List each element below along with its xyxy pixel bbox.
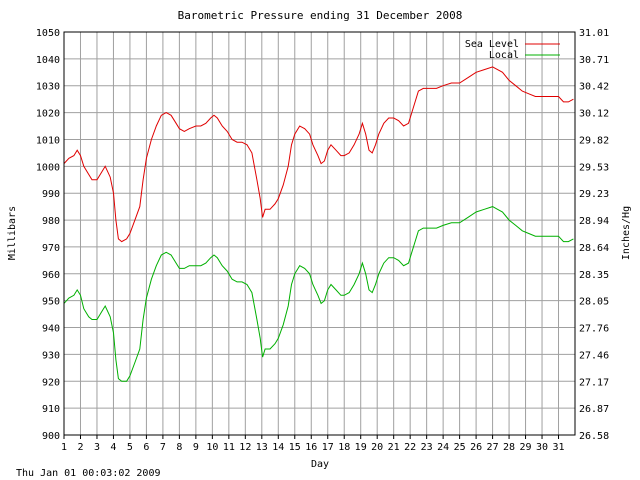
x-tick-label: 22 xyxy=(404,442,416,453)
x-tick-label: 11 xyxy=(223,442,235,453)
x-tick-label: 21 xyxy=(388,442,400,453)
x-tick-label: 25 xyxy=(454,442,466,453)
y-tick-label: 930 xyxy=(42,350,60,361)
x-tick-label: 6 xyxy=(143,442,149,453)
x-tick-label: 2 xyxy=(77,442,83,453)
series-lines xyxy=(63,66,574,382)
y2-tick-label: 26.58 xyxy=(579,431,609,442)
y-tick-label: 910 xyxy=(42,404,60,415)
x-tick-label: 3 xyxy=(94,442,100,453)
x-tick-label: 9 xyxy=(193,442,199,453)
y2-tick-label: 26.87 xyxy=(579,404,609,415)
y-tick-label: 990 xyxy=(42,189,60,200)
y2-tick-label: 31.01 xyxy=(579,28,609,39)
y2-ticks: 26.58 26.87 27.17 27.46 27.76 28.05 28.35 28.64… xyxy=(579,28,609,442)
x-tick-label: 30 xyxy=(536,442,548,453)
y-ticks: 900 910 920 930 940 950 960 970 980 990 1000 1010 10… xyxy=(36,28,60,442)
footer-timestamp: Thu Jan 01 00:03:02 2009 xyxy=(16,468,161,479)
y-tick-label: 1040 xyxy=(36,55,60,66)
y2-tick-label: 27.46 xyxy=(579,350,609,361)
y-tick-label: 1050 xyxy=(36,28,60,39)
y-tick-label: 1020 xyxy=(36,109,60,120)
y2-tick-label: 28.05 xyxy=(579,297,609,308)
x-tick-label: 23 xyxy=(421,442,433,453)
y-axis-label: Millibars xyxy=(7,206,18,260)
x-tick-label: 10 xyxy=(206,442,218,453)
y-tick-label: 1030 xyxy=(36,82,60,93)
x-tick-label: 4 xyxy=(110,442,116,453)
y-tick-label: 920 xyxy=(42,377,60,388)
series-line-local xyxy=(63,206,574,382)
y2-tick-label: 30.71 xyxy=(579,55,609,66)
y-tick-label: 980 xyxy=(42,216,60,227)
x-tick-label: 16 xyxy=(305,442,317,453)
x-tick-label: 15 xyxy=(289,442,301,453)
y2-tick-label: 28.35 xyxy=(579,270,609,281)
y2-tick-label: 29.23 xyxy=(579,189,609,200)
x-tick-label: 27 xyxy=(487,442,499,453)
y-tick-label: 970 xyxy=(42,243,60,254)
x-tick-label: 26 xyxy=(470,442,482,453)
x-tick-label: 5 xyxy=(127,442,133,453)
x-tick-label: 1 xyxy=(61,442,67,453)
x-tick-label: 31 xyxy=(552,442,564,453)
y2-tick-label: 29.82 xyxy=(579,135,609,146)
chart-title: Barometric Pressure ending 31 December 2… xyxy=(178,9,463,22)
x-tick-label: 7 xyxy=(160,442,166,453)
y2-tick-label: 30.42 xyxy=(579,82,609,93)
y-tick-label: 960 xyxy=(42,270,60,281)
x-tick-label: 12 xyxy=(239,442,251,453)
y-tick-label: 900 xyxy=(42,431,60,442)
x-tick-label: 8 xyxy=(176,442,182,453)
y2-tick-label: 28.94 xyxy=(579,216,609,227)
legend-label: Sea Level xyxy=(465,39,519,50)
plot-frame xyxy=(63,31,576,436)
x-tick-label: 17 xyxy=(322,442,334,453)
y2-tick-label: 28.64 xyxy=(579,243,609,254)
y-tick-label: 1000 xyxy=(36,162,60,173)
x-tick-label: 20 xyxy=(371,442,383,453)
x-tick-label: 13 xyxy=(256,442,268,453)
x-tick-label: 18 xyxy=(338,442,350,453)
grid xyxy=(63,31,575,436)
x-tick-label: 24 xyxy=(437,442,449,453)
series-line-sea-level xyxy=(63,66,574,243)
y2-tick-label: 30.12 xyxy=(579,109,609,120)
x-axis-label: Day xyxy=(311,459,329,470)
y2-tick-label: 27.76 xyxy=(579,324,609,335)
legend-label: Local xyxy=(489,50,519,61)
x-tick-label: 28 xyxy=(503,442,515,453)
y-tick-label: 940 xyxy=(42,324,60,335)
y-tick-label: 950 xyxy=(42,297,60,308)
x-tick-label: 14 xyxy=(272,442,284,453)
y2-tick-label: 27.17 xyxy=(579,377,609,388)
y-tick-label: 1010 xyxy=(36,135,60,146)
x-ticks: 1 2 3 4 5 6 7 8 9 10 11 12 13 14 15 16 17 18 19 20 21 22 23 24 2… xyxy=(61,435,565,453)
y2-tick-label: 29.53 xyxy=(579,162,609,173)
x-tick-label: 29 xyxy=(520,442,532,453)
x-tick-label: 19 xyxy=(355,442,367,453)
y2-axis-label: Inches/Hg xyxy=(621,206,632,260)
